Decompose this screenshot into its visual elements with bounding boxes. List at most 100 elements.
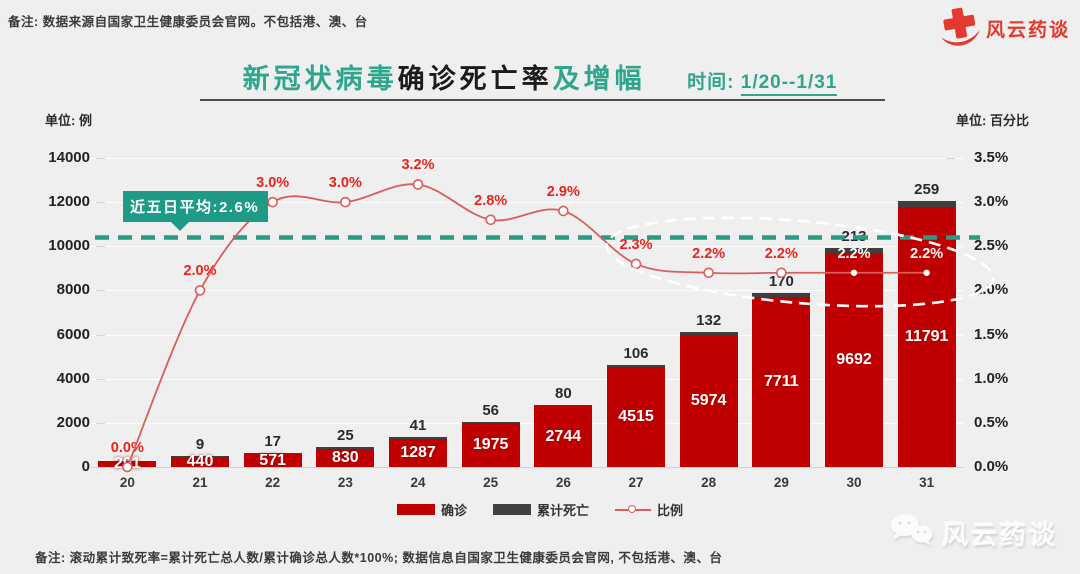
bar-deaths-27 <box>607 365 665 368</box>
deaths-value-24: 41 <box>409 417 427 435</box>
title-time-range: 时间: 1/20--1/31 <box>687 72 838 96</box>
right-axis-label: 3.0% <box>974 193 1009 211</box>
x-axis-label-31: 31 <box>919 475 935 490</box>
x-axis-label-24: 24 <box>410 475 426 490</box>
confirmed-value-28: 5974 <box>690 392 727 410</box>
red-cross-icon <box>938 6 982 51</box>
ratio-value-25: 2.8% <box>474 192 508 209</box>
x-axis-label-25: 25 <box>483 475 499 490</box>
ratio-value-23: 3.0% <box>328 175 362 192</box>
confirmed-value-21: 440 <box>186 453 214 471</box>
x-axis-label-29: 29 <box>773 475 789 490</box>
x-axis-label-21: 21 <box>192 475 208 490</box>
page-title: 新冠状病毒确诊死亡率及增幅 时间: 1/20--1/31 <box>0 57 1080 96</box>
legend-item-deaths: 累计死亡 <box>492 500 589 519</box>
left-axis-tick <box>96 467 105 468</box>
x-axis-label-23: 23 <box>337 475 353 490</box>
x-axis-label-20: 20 <box>119 475 135 490</box>
bar-deaths-24 <box>389 437 447 439</box>
confirmed-value-25: 1975 <box>472 436 509 454</box>
right-axis-tick <box>946 467 955 468</box>
x-axis-label-22: 22 <box>265 475 281 490</box>
right-axis-label: 2.0% <box>974 281 1009 299</box>
left-axis-label: 0 <box>81 458 90 475</box>
left-axis-tick <box>96 378 105 380</box>
legend-ratio-label: 比例 <box>657 503 684 518</box>
left-axis-label: 4000 <box>56 369 90 387</box>
right-axis-tick <box>946 158 955 159</box>
confirmed-value-29: 7711 <box>763 372 799 390</box>
bar-deaths-31 <box>897 201 956 207</box>
x-axis-label-28: 28 <box>701 475 717 490</box>
source-note-top: 备注: 数据来源自国家卫生健康委员会官网。不包括港、澳、台 <box>8 15 368 29</box>
left-axis-label: 12000 <box>48 193 90 211</box>
ratio-value-22: 3.0% <box>256 175 290 192</box>
left-axis-tick <box>96 202 105 204</box>
bar-deaths-29 <box>752 293 811 297</box>
ratio-value-21: 2.0% <box>183 263 217 280</box>
ratio-line-icon <box>615 504 651 513</box>
ratio-value-31: 2.2% <box>910 245 944 262</box>
title-part-growth: 及增幅 <box>552 64 646 94</box>
confirmed-swatch-icon <box>396 504 435 515</box>
ratio-value-27: 2.3% <box>619 236 653 253</box>
legend-confirmed-label: 确诊 <box>440 503 467 518</box>
deaths-value-22: 17 <box>264 432 281 450</box>
title-divider <box>200 99 885 101</box>
left-axis-label: 8000 <box>56 281 90 299</box>
bar-deaths-28 <box>679 332 738 336</box>
title-part-rate: 确诊死亡率 <box>397 64 553 94</box>
brand-logo: 风云药谈 <box>938 6 1070 51</box>
right-axis-label: 1.5% <box>974 325 1009 343</box>
left-axis-label: 2000 <box>56 413 90 431</box>
ratio-value-26: 2.9% <box>546 183 580 200</box>
legend-deaths-label: 累计死亡 <box>536 503 589 518</box>
ratio-value-20: 0.0% <box>110 440 144 456</box>
ratio-value-29: 2.2% <box>764 245 798 262</box>
confirmed-value-31: 11791 <box>904 327 949 345</box>
average-callout: 近五日平均:2.6% <box>123 191 269 231</box>
deaths-value-30: 213 <box>841 228 867 246</box>
bar-deaths-26 <box>534 404 593 407</box>
left-axis-tick <box>96 290 105 292</box>
right-axis-label: 1.0% <box>974 369 1009 387</box>
legend-item-confirmed: 确诊 <box>396 500 467 519</box>
left-axis-tick <box>96 158 105 159</box>
gridline <box>91 158 963 159</box>
left-axis-tick <box>96 334 105 336</box>
watermark-text: 风云药谈 <box>941 520 1058 550</box>
left-axis-unit: 单位: 例 <box>45 113 92 128</box>
legend-item-ratio: 比例 <box>615 500 683 519</box>
confirmed-value-24: 1287 <box>400 443 436 461</box>
confirmed-value-30: 9692 <box>836 351 872 369</box>
ratio-value-28: 2.2% <box>692 245 726 262</box>
right-axis-label: 3.5% <box>974 149 1009 166</box>
right-axis-unit: 单位: 百分比 <box>956 113 1029 128</box>
bar-deaths-25 <box>461 421 520 424</box>
right-axis-label: 0.0% <box>974 458 1009 475</box>
x-axis-label-27: 27 <box>628 475 644 490</box>
deaths-value-21: 9 <box>195 435 205 453</box>
deaths-value-29: 170 <box>768 273 794 291</box>
chart-legend: 确诊 累计死亡 比例 <box>0 500 1080 519</box>
deaths-value-27: 106 <box>623 345 649 362</box>
left-axis-tick <box>96 246 105 248</box>
left-axis-label: 6000 <box>56 325 90 343</box>
x-axis-line <box>91 467 963 468</box>
ratio-value-24: 3.2% <box>401 157 435 174</box>
deaths-value-28: 132 <box>696 312 722 330</box>
deaths-value-31: 259 <box>914 181 940 199</box>
right-axis-label: 2.5% <box>974 237 1009 255</box>
confirmed-value-27: 4515 <box>618 408 654 426</box>
wechat-icon <box>888 512 936 555</box>
confirmed-value-26: 2744 <box>545 427 582 445</box>
left-axis-label: 10000 <box>48 237 90 255</box>
deaths-swatch-icon <box>492 504 531 515</box>
left-axis-tick <box>96 422 105 424</box>
ratio-value-30: 2.2% <box>837 245 871 262</box>
confirmed-value-23: 830 <box>331 448 359 466</box>
right-axis-label: 0.5% <box>974 413 1009 431</box>
left-axis-label: 14000 <box>48 149 90 166</box>
confirmed-value-22: 571 <box>259 451 286 469</box>
